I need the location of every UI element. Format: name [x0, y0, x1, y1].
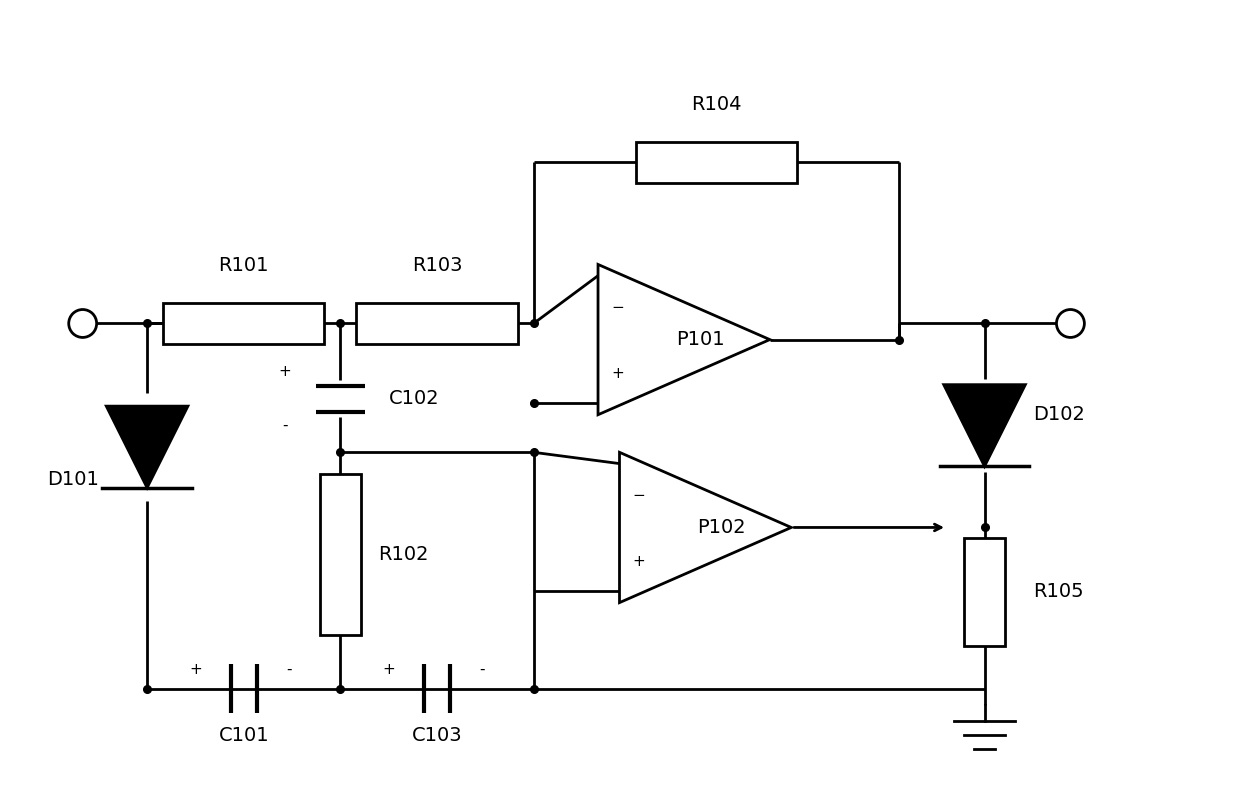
Text: P101: P101 — [675, 330, 725, 349]
Text: +: + — [383, 662, 395, 676]
Text: R104: R104 — [691, 95, 741, 114]
Text: R105: R105 — [1033, 583, 1083, 601]
Text: $+$: $+$ — [632, 553, 646, 569]
Polygon shape — [107, 406, 188, 488]
Text: D102: D102 — [1033, 406, 1084, 424]
Text: -: - — [281, 418, 287, 433]
Text: +: + — [278, 364, 291, 379]
Polygon shape — [620, 452, 792, 603]
Text: $+$: $+$ — [611, 366, 624, 381]
Text: +: + — [190, 662, 202, 676]
Circle shape — [1057, 309, 1084, 338]
Text: D101: D101 — [47, 469, 99, 489]
Text: C101: C101 — [218, 726, 269, 745]
Text: R103: R103 — [411, 256, 462, 276]
Text: C102: C102 — [389, 389, 440, 408]
Text: P102: P102 — [698, 518, 746, 537]
Bar — [357, 303, 518, 344]
Bar — [164, 303, 325, 344]
Text: $-$: $-$ — [632, 486, 646, 501]
Text: $-$: $-$ — [611, 298, 624, 314]
Bar — [320, 473, 361, 635]
Bar — [636, 142, 797, 183]
Text: R101: R101 — [218, 256, 269, 276]
Text: -: - — [286, 662, 291, 676]
Polygon shape — [598, 264, 769, 415]
Polygon shape — [944, 385, 1026, 466]
Bar — [964, 538, 1005, 646]
Circle shape — [68, 309, 97, 338]
Text: C103: C103 — [411, 726, 462, 745]
Text: R102: R102 — [378, 545, 429, 564]
Text: -: - — [479, 662, 484, 676]
